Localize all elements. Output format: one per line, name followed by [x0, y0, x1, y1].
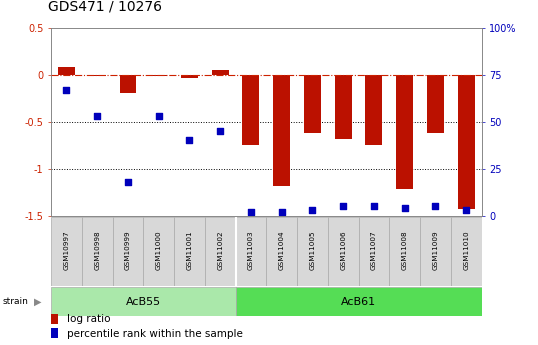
Point [124, 179, 132, 185]
Text: log ratio: log ratio [67, 314, 110, 324]
Text: GSM11004: GSM11004 [279, 231, 285, 270]
Bar [119, 75, 137, 93]
Point [154, 113, 163, 119]
Bar [58, 67, 75, 75]
Text: GSM10998: GSM10998 [94, 231, 100, 270]
Bar [243, 75, 259, 145]
FancyBboxPatch shape [420, 217, 451, 286]
Text: AcB55: AcB55 [126, 297, 161, 307]
FancyBboxPatch shape [358, 217, 390, 286]
Text: GSM11007: GSM11007 [371, 231, 377, 270]
Bar [427, 75, 444, 133]
Text: GSM11003: GSM11003 [248, 231, 254, 270]
Text: ▶: ▶ [34, 297, 41, 307]
FancyBboxPatch shape [82, 217, 112, 286]
FancyBboxPatch shape [236, 287, 482, 316]
Point [278, 209, 286, 215]
Point [431, 204, 440, 209]
FancyBboxPatch shape [205, 217, 236, 286]
Bar [458, 75, 475, 209]
Text: GSM11008: GSM11008 [402, 231, 408, 270]
Bar [51, 314, 58, 324]
FancyBboxPatch shape [451, 217, 482, 286]
Point [370, 204, 378, 209]
FancyBboxPatch shape [390, 217, 420, 286]
Point [185, 138, 194, 143]
Bar [212, 70, 229, 75]
Bar [273, 75, 290, 186]
Point [462, 207, 470, 213]
Point [400, 205, 409, 211]
Bar [365, 75, 383, 145]
Point [308, 207, 317, 213]
Text: GDS471 / 10276: GDS471 / 10276 [48, 0, 162, 14]
Bar [304, 75, 321, 133]
Bar [396, 75, 413, 189]
Point [62, 87, 71, 92]
FancyBboxPatch shape [174, 217, 205, 286]
Text: GSM11002: GSM11002 [217, 231, 223, 270]
Text: GSM11001: GSM11001 [187, 231, 193, 270]
Bar [51, 328, 58, 338]
Point [216, 128, 224, 134]
FancyBboxPatch shape [297, 217, 328, 286]
Bar [335, 75, 352, 139]
FancyBboxPatch shape [143, 217, 174, 286]
Text: AcB61: AcB61 [341, 297, 376, 307]
FancyBboxPatch shape [236, 217, 266, 286]
Bar [150, 75, 167, 77]
Bar [89, 75, 105, 77]
Text: GSM11009: GSM11009 [433, 231, 438, 270]
Bar [181, 75, 198, 78]
Text: GSM11006: GSM11006 [340, 231, 346, 270]
Text: GSM11000: GSM11000 [155, 231, 162, 270]
Text: GSM10999: GSM10999 [125, 231, 131, 270]
FancyBboxPatch shape [51, 217, 82, 286]
FancyBboxPatch shape [328, 217, 358, 286]
FancyBboxPatch shape [266, 217, 297, 286]
Point [246, 209, 255, 215]
FancyBboxPatch shape [51, 287, 236, 316]
Text: GSM11005: GSM11005 [309, 231, 315, 270]
Text: percentile rank within the sample: percentile rank within the sample [67, 329, 243, 339]
Text: strain: strain [3, 297, 29, 306]
Text: GSM10997: GSM10997 [63, 231, 69, 270]
FancyBboxPatch shape [112, 217, 143, 286]
Text: GSM11010: GSM11010 [463, 231, 469, 270]
Point [93, 113, 102, 119]
Point [339, 204, 348, 209]
